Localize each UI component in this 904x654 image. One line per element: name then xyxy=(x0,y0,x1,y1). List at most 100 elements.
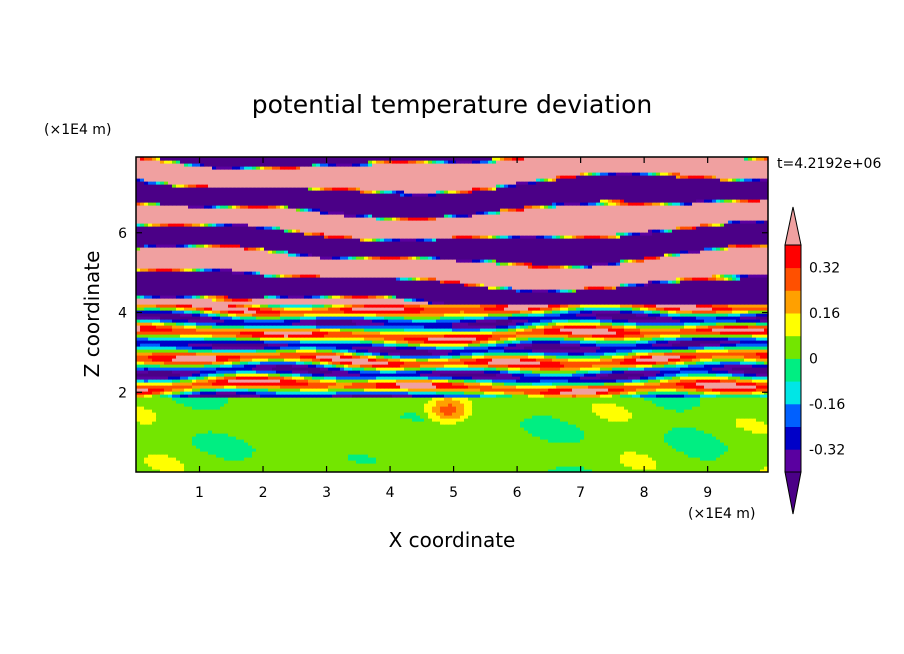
heatmap-cell xyxy=(720,469,725,472)
heatmap-cell xyxy=(516,448,521,452)
heatmap-cell xyxy=(712,448,717,452)
heatmap-cell xyxy=(520,460,525,464)
heatmap-cell xyxy=(684,451,689,455)
heatmap-cell xyxy=(436,466,441,470)
heatmap-cell xyxy=(340,457,345,461)
heatmap-cell xyxy=(536,454,541,458)
heatmap-cell xyxy=(412,445,417,449)
heatmap-cell xyxy=(472,460,477,464)
heatmap-cell xyxy=(564,457,569,461)
heatmap-cell xyxy=(256,454,261,458)
heatmap-cell xyxy=(692,460,697,464)
heatmap-cell xyxy=(364,460,369,464)
heatmap-cell xyxy=(712,457,717,461)
heatmap-cell xyxy=(444,457,449,461)
heatmap-cell xyxy=(408,457,413,461)
heatmap-cell xyxy=(308,466,313,470)
heatmap-cell xyxy=(736,451,741,455)
heatmap-cell xyxy=(640,457,645,461)
heatmap-cell xyxy=(516,463,521,467)
heatmap-cell xyxy=(508,448,513,452)
heatmap-cell xyxy=(752,457,757,461)
heatmap-cell xyxy=(624,463,629,467)
heatmap-cell xyxy=(384,457,389,461)
heatmap-cell xyxy=(592,448,597,452)
heatmap-cell xyxy=(476,448,481,452)
heatmap-cell xyxy=(564,448,569,452)
heatmap-cell xyxy=(304,460,309,464)
heatmap-cell xyxy=(372,466,377,470)
heatmap-cell xyxy=(512,445,517,449)
heatmap-cell xyxy=(628,448,633,452)
heatmap-cell xyxy=(452,445,457,449)
heatmap-cell xyxy=(140,463,145,467)
heatmap-cell xyxy=(416,469,421,472)
heatmap-cell xyxy=(396,448,401,452)
heatmap-cell xyxy=(760,469,765,472)
heatmap-cell xyxy=(292,457,297,461)
heatmap-cell xyxy=(308,469,313,472)
heatmap-cell xyxy=(744,466,749,470)
heatmap-cell xyxy=(592,460,597,464)
heatmap-cell xyxy=(608,457,613,461)
heatmap-cell xyxy=(320,466,325,470)
heatmap-cell xyxy=(228,460,233,464)
heatmap-cell xyxy=(348,466,353,470)
heatmap-cell xyxy=(604,454,609,458)
heatmap-cell xyxy=(748,457,753,461)
heatmap-cell xyxy=(228,454,233,458)
heatmap-cell xyxy=(632,454,637,458)
heatmap-cell xyxy=(704,460,709,464)
heatmap-cell xyxy=(324,454,329,458)
heatmap-cell xyxy=(448,463,453,467)
heatmap-cell xyxy=(244,466,249,470)
heatmap-cell xyxy=(468,466,473,470)
heatmap-cell xyxy=(520,451,525,455)
heatmap-cell xyxy=(200,463,205,467)
heatmap-cell xyxy=(392,457,397,461)
heatmap-cell xyxy=(156,451,161,455)
heatmap-cell xyxy=(480,448,485,452)
heatmap-cell xyxy=(180,469,185,472)
heatmap-cell xyxy=(512,463,517,467)
heatmap-cell xyxy=(524,463,529,467)
heatmap-cell xyxy=(580,463,585,467)
heatmap-cell xyxy=(432,448,437,452)
heatmap-cell xyxy=(488,445,493,449)
heatmap-cell xyxy=(664,460,669,464)
heatmap-cell xyxy=(144,457,149,461)
heatmap-cell xyxy=(592,451,597,455)
heatmap-cell xyxy=(276,457,281,461)
heatmap-cell xyxy=(432,454,437,458)
heatmap-cell xyxy=(568,445,573,449)
heatmap-cell xyxy=(668,469,673,472)
heatmap-cell xyxy=(316,463,321,467)
heatmap-cell xyxy=(292,466,297,470)
heatmap-cell xyxy=(144,463,149,467)
heatmap-cell xyxy=(564,454,569,458)
heatmap-cell xyxy=(648,454,653,458)
heatmap-cell xyxy=(316,466,321,470)
heatmap-cell xyxy=(700,448,705,452)
heatmap-cell xyxy=(648,457,653,461)
heatmap-cell xyxy=(356,448,361,452)
heatmap-cell xyxy=(540,460,545,464)
heatmap-cell xyxy=(580,469,585,472)
heatmap-cell xyxy=(672,466,677,470)
heatmap-cell xyxy=(532,451,537,455)
heatmap-cell xyxy=(668,463,673,467)
heatmap-cell xyxy=(180,448,185,452)
heatmap-cell xyxy=(480,469,485,472)
heatmap-cell xyxy=(356,457,361,461)
heatmap-cell xyxy=(528,451,533,455)
heatmap-cell xyxy=(264,448,269,452)
heatmap-cell xyxy=(320,448,325,452)
heatmap-cell xyxy=(168,466,173,470)
heatmap-cell xyxy=(732,469,737,472)
heatmap-cell xyxy=(516,451,521,455)
heatmap-cell xyxy=(476,451,481,455)
heatmap-cell xyxy=(260,460,265,464)
heatmap-cell xyxy=(236,454,241,458)
heatmap-cell xyxy=(164,457,169,461)
